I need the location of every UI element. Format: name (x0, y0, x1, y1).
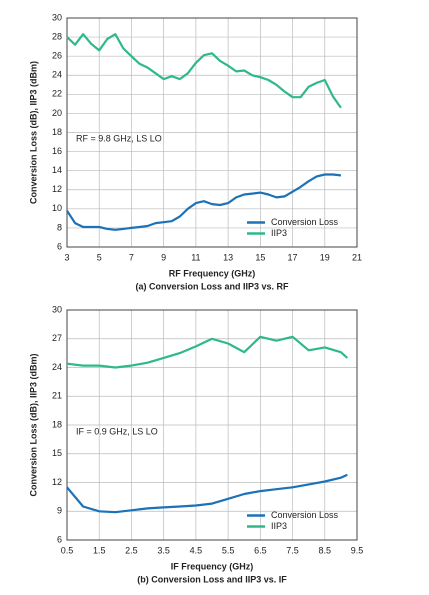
x-tick-label: 5.5 (222, 545, 235, 555)
legend-label: IIP3 (271, 521, 287, 531)
x-tick-label: 17 (288, 252, 298, 262)
y-tick-label: 14 (52, 165, 62, 175)
series-line (66, 473, 348, 514)
y-tick-label: 22 (52, 89, 62, 99)
y-tick-label: 18 (52, 127, 62, 137)
y-tick-label: 28 (52, 31, 62, 41)
x-tick-label: 15 (255, 252, 265, 262)
x-tick-label: 13 (223, 252, 233, 262)
legend-label: IIP3 (271, 228, 287, 238)
x-tick-label: 4.5 (190, 545, 203, 555)
y-tick-label: 6 (57, 241, 62, 251)
x-tick-label: 19 (320, 252, 330, 262)
x-axis-label: RF Frequency (GHz) (169, 268, 256, 278)
series-line (66, 173, 342, 231)
x-tick-label: 7.5 (286, 545, 299, 555)
series-line (66, 335, 349, 369)
x-tick-label: 11 (191, 252, 200, 262)
x-tick-label: 2.5 (125, 545, 138, 555)
y-tick-label: 30 (52, 12, 62, 22)
x-tick-label: 9 (161, 252, 166, 262)
y-tick-label: 20 (52, 108, 62, 118)
y-tick-label: 26 (52, 51, 62, 61)
y-tick-label: 9 (57, 506, 62, 516)
x-tick-label: 8.5 (319, 545, 332, 555)
x-tick-label: 0.5 (61, 545, 74, 555)
series-line (66, 33, 342, 109)
legend-label: Conversion Loss (271, 510, 339, 520)
x-tick-label: 7 (129, 252, 134, 262)
y-tick-label: 24 (52, 70, 62, 80)
x-tick-label: 9.5 (351, 545, 364, 555)
x-tick-label: 3 (64, 252, 69, 262)
annotation: RF = 9.8 GHz, LS LO (76, 134, 162, 144)
y-tick-label: 15 (52, 448, 62, 458)
y-tick-label: 12 (52, 477, 62, 487)
y-tick-label: 24 (52, 362, 62, 372)
y-tick-label: 10 (52, 203, 62, 213)
y-axis-label: Conversion Loss (dB), IIP3 (dBm) (28, 353, 38, 496)
y-tick-label: 6 (57, 534, 62, 544)
x-axis-label: IF Frequency (GHz) (171, 561, 254, 571)
y-tick-label: 27 (52, 333, 62, 343)
y-tick-label: 21 (52, 391, 62, 401)
y-tick-label: 12 (52, 184, 62, 194)
y-tick-label: 18 (52, 419, 62, 429)
caption: (b) Conversion Loss and IIP3 vs. IF (137, 574, 287, 584)
annotation: IF = 0.9 GHz, LS LO (76, 426, 158, 436)
y-axis-label: Conversion Loss (dB), IIP3 (dBm) (28, 61, 38, 204)
caption: (a) Conversion Loss and IIP3 vs. RF (135, 281, 289, 291)
x-tick-label: 6.5 (254, 545, 267, 555)
plot-frame (66, 17, 358, 248)
x-tick-label: 5 (97, 252, 102, 262)
plot-frame (66, 309, 358, 541)
y-tick-label: 8 (57, 222, 62, 232)
legend-label: Conversion Loss (271, 217, 339, 227)
x-tick-label: 1.5 (93, 545, 106, 555)
y-tick-label: 16 (52, 146, 62, 156)
x-tick-label: 21 (352, 252, 362, 262)
x-tick-label: 3.5 (157, 545, 170, 555)
y-tick-label: 30 (52, 304, 62, 314)
